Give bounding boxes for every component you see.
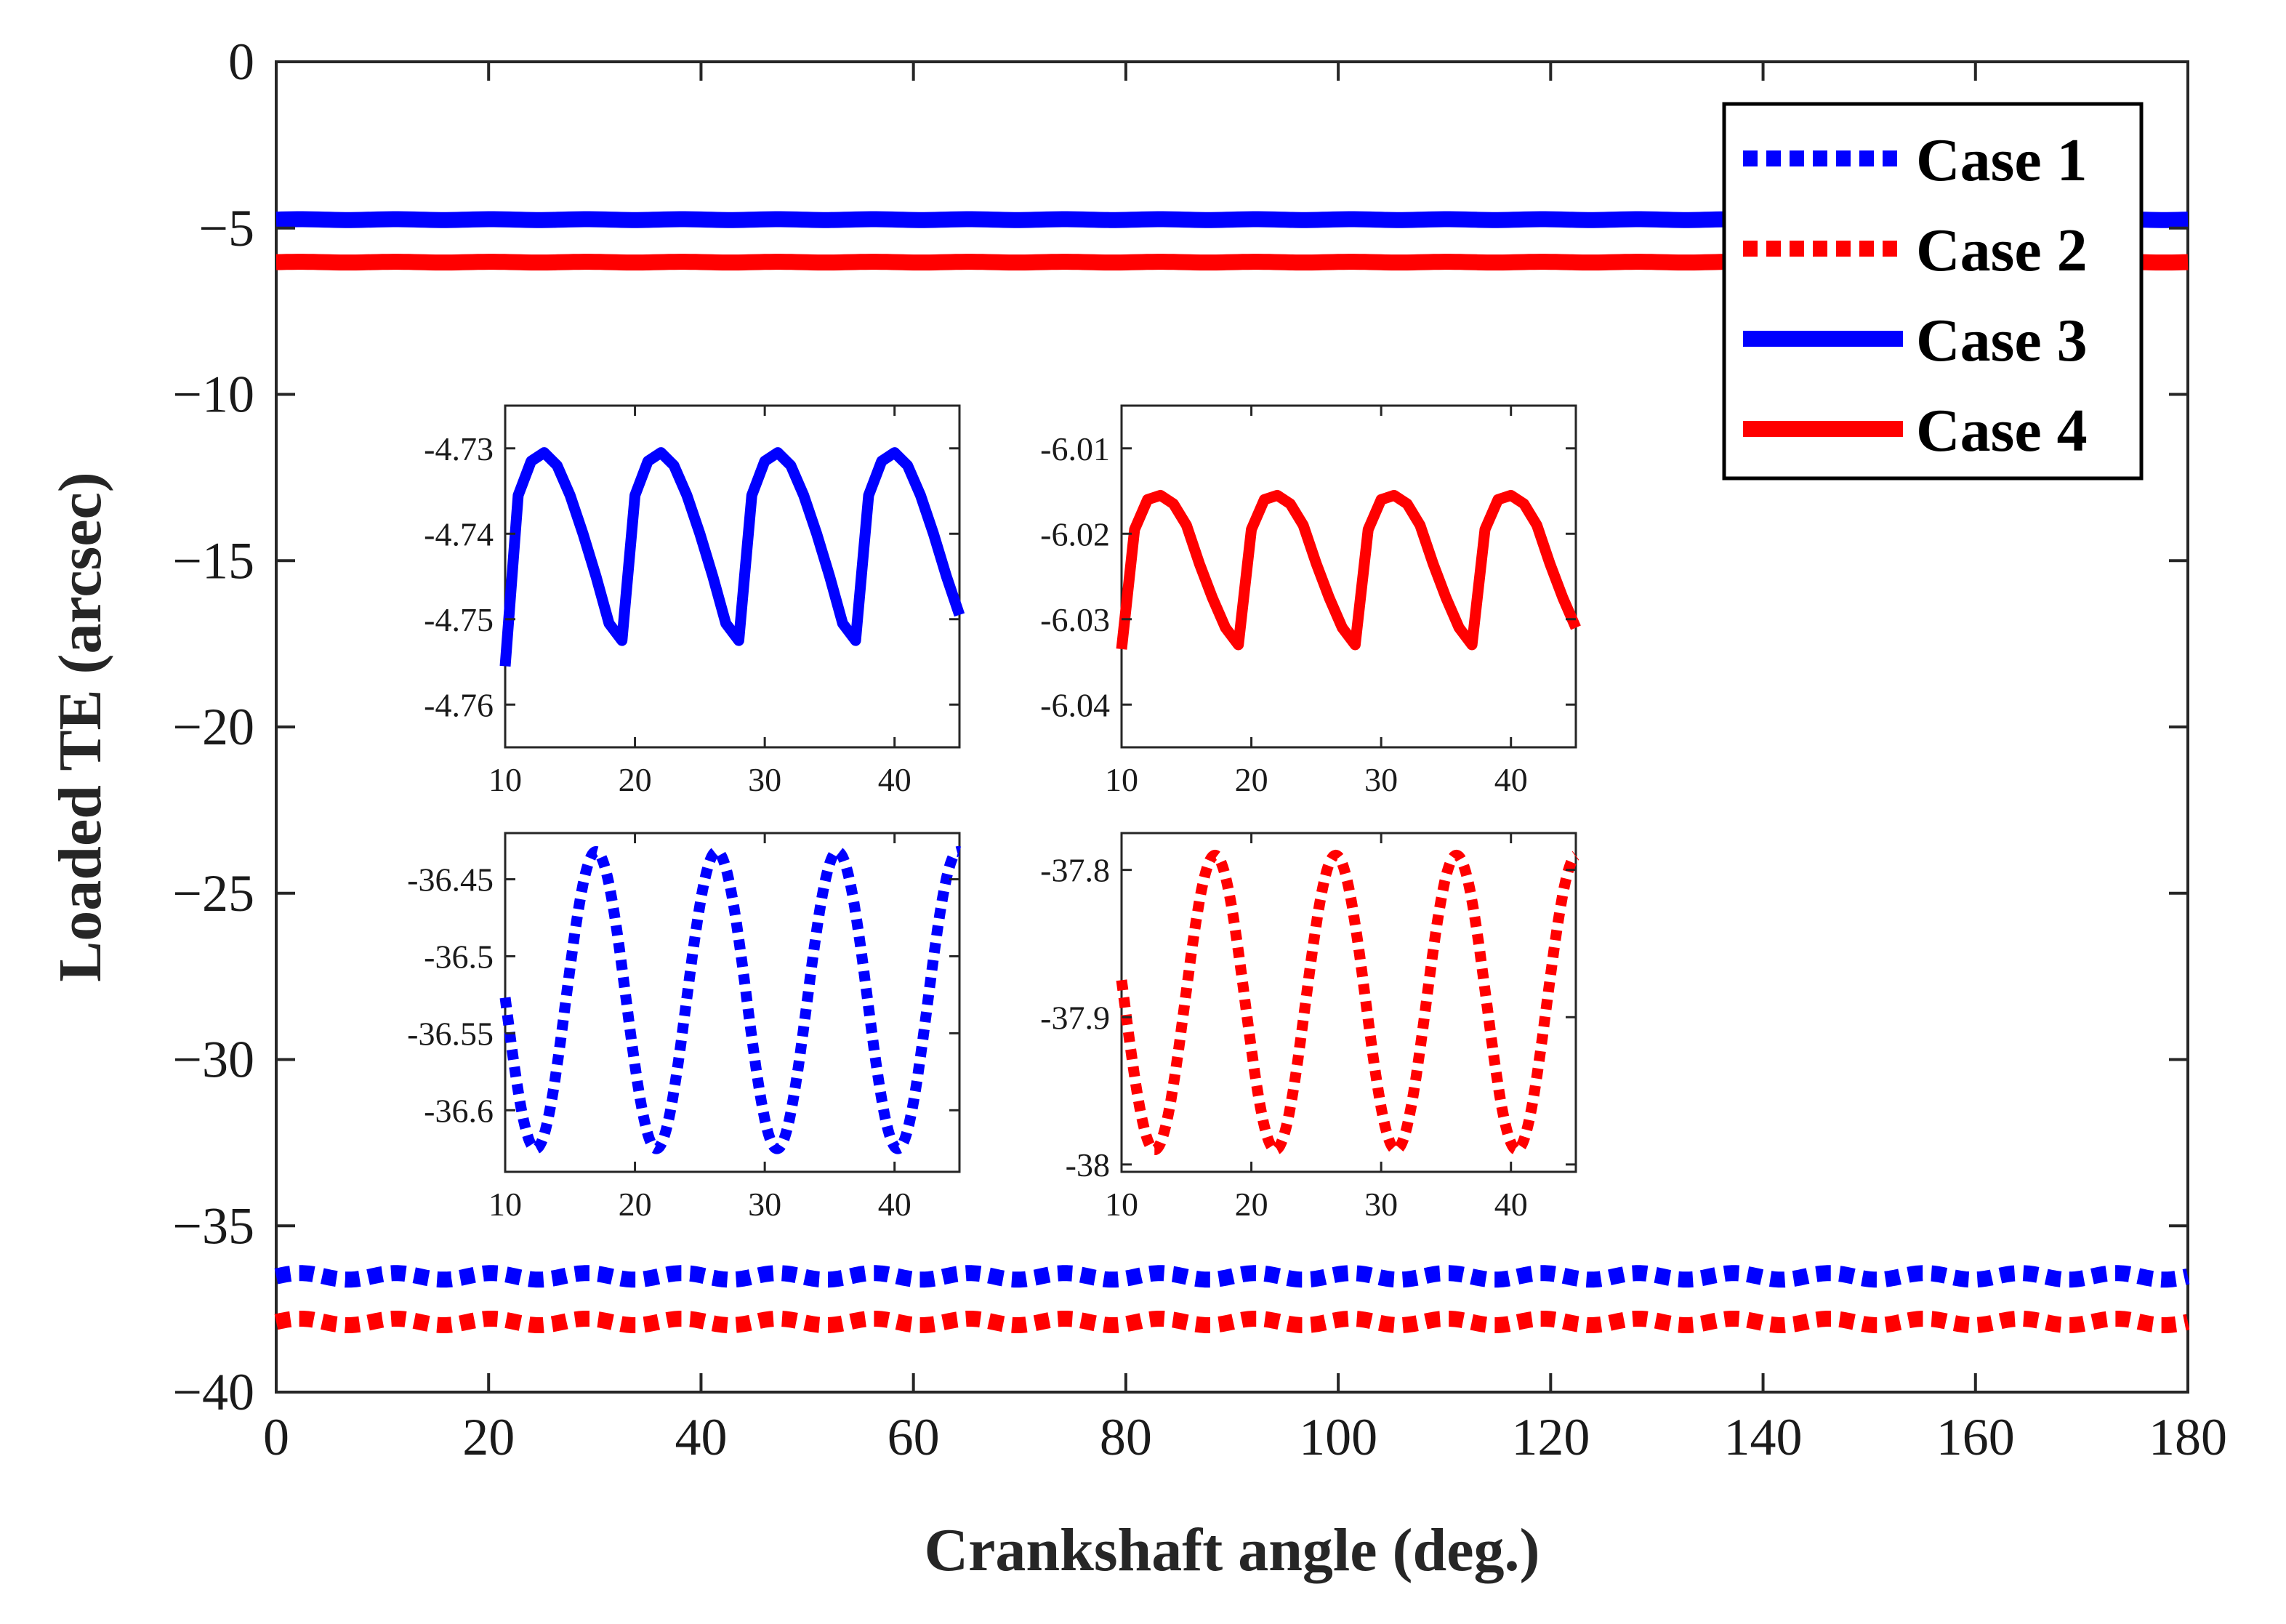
inset-y-tick-label: -6.03 — [1040, 601, 1110, 638]
inset-x-tick-label: 30 — [1364, 761, 1398, 798]
inset-y-tick-label: -6.04 — [1040, 686, 1110, 723]
x-tick-label: 0 — [263, 1408, 289, 1466]
y-tick-label: −10 — [172, 366, 254, 424]
inset-series-case-1 — [499, 845, 964, 1154]
inset-x-tick-label: 40 — [878, 761, 911, 798]
inset-x-tick-label: 10 — [488, 1186, 522, 1223]
inset-case-2: 10 20 30 40 -37.8 -37.9 -38 — [1040, 832, 1580, 1223]
inset-case-3: 10 20 30 40 -4.73 -4.74 -4.75 -4.76 — [424, 404, 965, 798]
inset-x-tick-label: 10 — [488, 761, 522, 798]
x-tick-label: 180 — [2149, 1408, 2227, 1466]
legend: Case 1 Case 2 Case 3 Case 4 — [1722, 102, 2144, 481]
inset-x-tick-label: 30 — [748, 1186, 781, 1223]
inset-y-tick-label: -4.73 — [424, 430, 494, 467]
y-tick-label: −15 — [172, 531, 254, 590]
x-tick-label: 160 — [1936, 1408, 2015, 1466]
x-tick-label: 80 — [1100, 1408, 1152, 1466]
inset-x-tick-label: 20 — [1235, 761, 1268, 798]
y-tick-label: −20 — [172, 698, 254, 756]
inset-x-tick-label: 10 — [1105, 761, 1138, 798]
legend-label-case-2: Case 2 — [1916, 217, 2088, 284]
main-ticks: 0 20 40 60 80 100 120 140 160 180 0 −5 −10 −15 −20 −25 −… — [172, 33, 2227, 1466]
inset-y-tick-label: -36.5 — [424, 938, 494, 975]
inset-series-case-2 — [1116, 849, 1580, 1155]
inset-y-tick-label: -37.8 — [1040, 852, 1110, 889]
y-tick-label: −40 — [172, 1363, 254, 1421]
y-tick-label: −30 — [172, 1031, 254, 1089]
y-tick-label: −35 — [172, 1197, 254, 1255]
inset-frame — [1120, 404, 1577, 749]
y-tick-label: −5 — [198, 199, 254, 257]
inset-frame — [504, 832, 961, 1173]
y-tick-label: −25 — [172, 864, 254, 922]
x-axis-label: Crankshaft angle (deg.) — [924, 1516, 1540, 1584]
legend-label-case-1: Case 1 — [1916, 126, 2088, 194]
inset-x-tick-label: 30 — [748, 761, 781, 798]
x-tick-label: 40 — [675, 1408, 727, 1466]
inset-y-tick-label: -4.76 — [424, 686, 494, 723]
x-tick-label: 140 — [1724, 1408, 1803, 1466]
series-line-case-2 — [273, 1311, 2191, 1333]
inset-x-tick-label: 20 — [619, 761, 652, 798]
inset-y-tick-label: -4.75 — [424, 601, 494, 638]
inset-x-tick-label: 20 — [619, 1186, 652, 1223]
inset-y-tick-label: -6.02 — [1040, 515, 1110, 552]
y-axis-label: Loaded TE (arcsec) — [47, 472, 114, 982]
inset-x-tick-label: 30 — [1364, 1186, 1398, 1223]
inset-case-4: 10 20 30 40 -6.01 -6.02 -6.03 -6.04 — [1040, 404, 1581, 798]
y-tick-label: 0 — [228, 33, 254, 91]
inset-x-tick-label: 40 — [878, 1186, 911, 1223]
inset-y-tick-label: -36.6 — [424, 1092, 494, 1129]
inset-x-tick-label: 20 — [1235, 1186, 1268, 1223]
inset-y-tick-label: -4.74 — [424, 515, 494, 552]
x-tick-label: 60 — [888, 1408, 940, 1466]
x-tick-label: 120 — [1511, 1408, 1590, 1466]
inset-series-case-3 — [499, 447, 965, 667]
inset-series-case-4 — [1116, 489, 1581, 651]
inset-y-tick-label: -36.55 — [407, 1015, 494, 1052]
x-tick-label: 100 — [1299, 1408, 1377, 1466]
inset-case-1: 10 20 30 40 -36.45 -36.5 -36.55 -36.6 — [407, 832, 964, 1223]
series-line-case-1 — [273, 1265, 2191, 1288]
inset-x-tick-label: 10 — [1105, 1186, 1138, 1223]
inset-y-tick-label: -6.01 — [1040, 430, 1110, 467]
legend-label-case-4: Case 4 — [1916, 397, 2088, 465]
inset-y-tick-label: -36.45 — [407, 861, 494, 899]
inset-y-tick-label: -38 — [1066, 1146, 1110, 1183]
inset-x-tick-label: 40 — [1494, 761, 1528, 798]
inset-y-tick-label: -37.9 — [1040, 999, 1110, 1036]
inset-x-tick-label: 40 — [1494, 1186, 1528, 1223]
x-tick-label: 20 — [462, 1408, 515, 1466]
legend-label-case-3: Case 3 — [1916, 307, 2088, 374]
